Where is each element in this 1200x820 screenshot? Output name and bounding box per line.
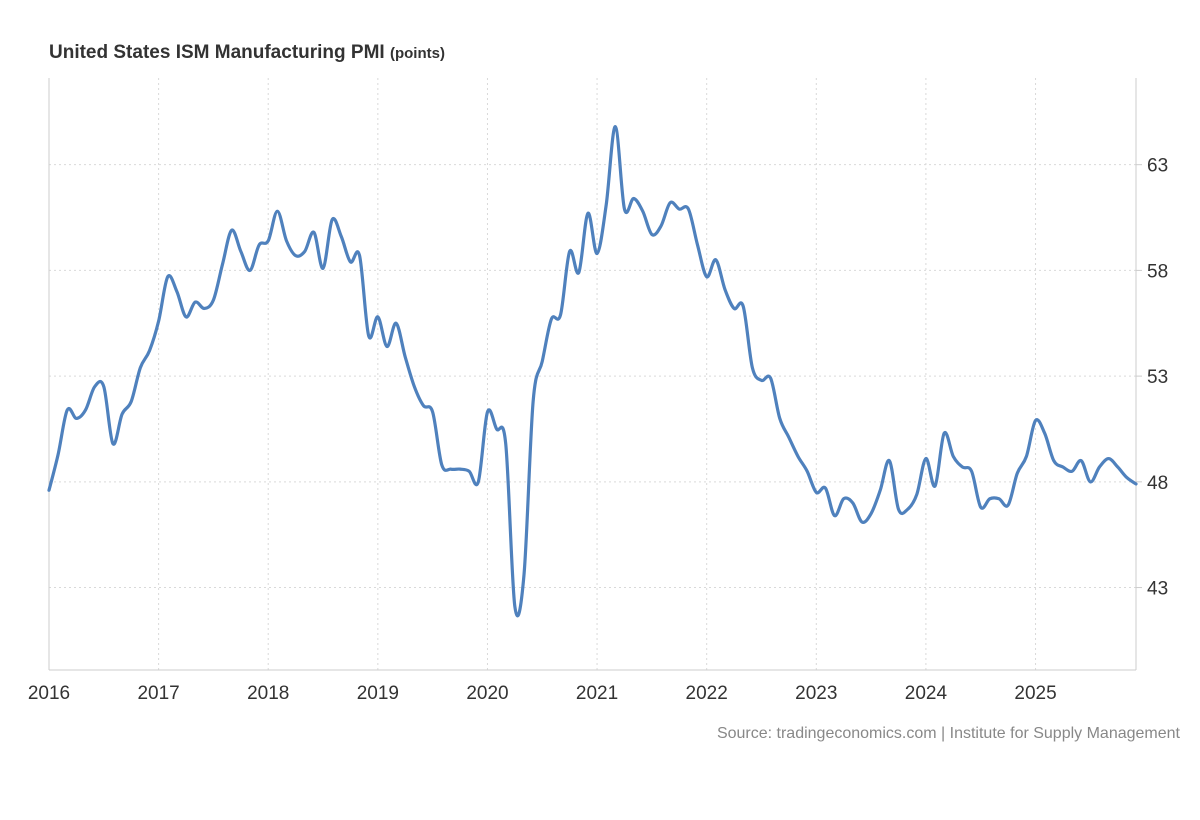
y-tick-label: 43 bbox=[1147, 579, 1168, 600]
x-tick-label: 2019 bbox=[357, 683, 399, 704]
x-tick-label: 2020 bbox=[466, 683, 508, 704]
x-tick-label: 2016 bbox=[28, 683, 70, 704]
y-axis-ticks: 43 48 53 58 63 bbox=[1147, 156, 1168, 600]
x-tick-label: 2022 bbox=[686, 683, 728, 704]
x-tick-label: 2025 bbox=[1014, 683, 1056, 704]
y-tick-label: 58 bbox=[1147, 261, 1168, 282]
y-tick-label: 63 bbox=[1147, 156, 1168, 177]
grid bbox=[49, 78, 1136, 670]
x-tick-label: 2023 bbox=[795, 683, 837, 704]
x-tick-label: 2021 bbox=[576, 683, 618, 704]
chart-title: United States ISM Manufacturing PMI (poi… bbox=[49, 42, 445, 63]
chart-unit: (points) bbox=[390, 45, 445, 62]
x-tick-label: 2024 bbox=[905, 683, 948, 704]
axes bbox=[48, 78, 1142, 671]
chart-title-text: United States ISM Manufacturing PMI bbox=[49, 42, 385, 63]
x-axis-ticks: 2016 2017 2018 2019 2020 2021 2022 2023 2024 2025 bbox=[28, 683, 1057, 704]
series-line bbox=[47, 125, 1138, 618]
x-tick-label: 2017 bbox=[137, 683, 179, 704]
x-tick-label: 2018 bbox=[247, 683, 289, 704]
y-tick-label: 53 bbox=[1147, 367, 1168, 388]
y-tick-label: 48 bbox=[1147, 473, 1168, 494]
source-text: Source: tradingeconomics.com | Institute… bbox=[717, 725, 1181, 742]
